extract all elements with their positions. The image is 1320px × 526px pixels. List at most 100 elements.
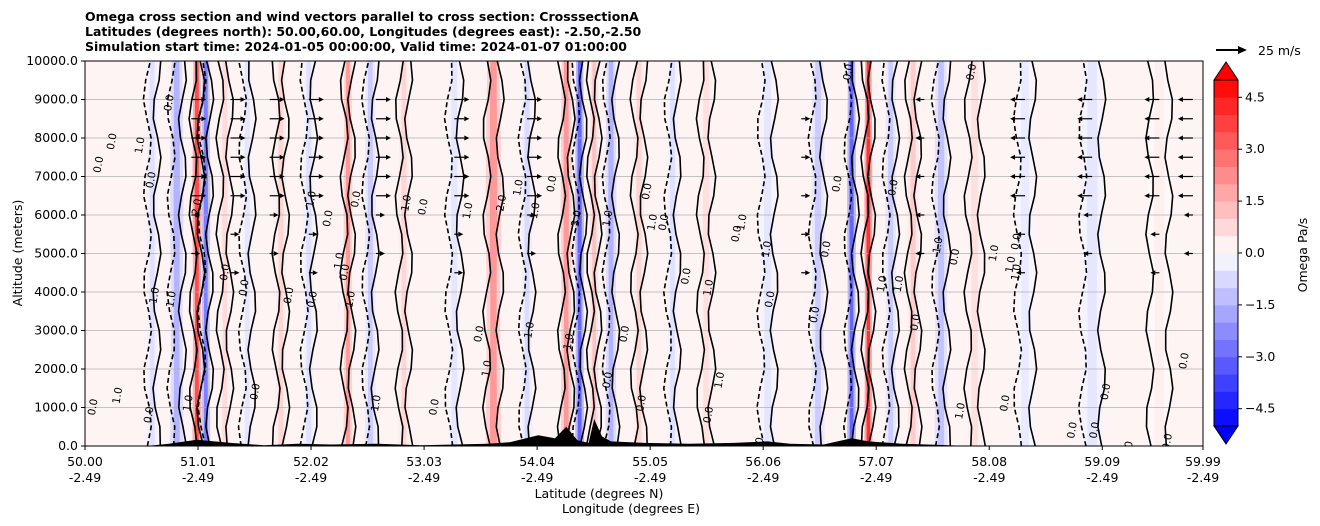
- terrain-silhouette: [85, 419, 1203, 446]
- colorbar-tick-label: 0.0: [1245, 245, 1265, 260]
- omega-contour-line: [1012, 61, 1023, 446]
- colorbar-extend-bottom: [1213, 425, 1239, 445]
- y-axis: 0.0 1000.0 2000.0 3000.0 4000.0 5000.0 6000.0 7…: [26, 53, 85, 453]
- x-tick-label-lat: 52.02: [293, 454, 329, 469]
- wind-vector-head: [318, 97, 324, 102]
- wind-vector-head: [318, 154, 324, 160]
- wind-vector-head: [1016, 231, 1022, 237]
- wind-vector-head: [537, 154, 543, 160]
- contour-label: 0.0: [1065, 421, 1080, 440]
- wind-vector-head: [1077, 154, 1083, 160]
- x-tick-label-lon: -2.49: [860, 470, 892, 485]
- quiver-key: 25 m/s: [1216, 43, 1301, 58]
- contour-label: 0.0: [763, 290, 778, 309]
- wind-vector-head: [1010, 116, 1016, 122]
- wind-vector-head: [234, 231, 240, 237]
- omega-contour-line: [197, 61, 207, 446]
- contour-label: 1.0: [601, 209, 616, 228]
- x-tick-label-lat: 59.09: [1084, 454, 1120, 469]
- wind-vector-head: [273, 212, 279, 218]
- wind-vector-head: [279, 116, 285, 122]
- wind-vector-head: [279, 174, 285, 179]
- omega-contour-line: [842, 61, 853, 446]
- omega-contour-line: [638, 61, 649, 446]
- wind-vector-head: [1010, 193, 1016, 199]
- wind-vector-head: [531, 212, 537, 218]
- colorbar-level: [1214, 201, 1238, 219]
- contour-label: 0.0: [282, 286, 297, 305]
- wind-vector-head: [279, 154, 285, 160]
- contour-label: 0.0: [830, 175, 845, 194]
- x-tick-label-lat: 53.03: [406, 454, 442, 469]
- omega-contour-line: [443, 61, 454, 446]
- omega-contour-line: [942, 61, 952, 446]
- omega-contour-line: [339, 61, 349, 446]
- omega-contour-line: [346, 61, 357, 446]
- omega-contour-line: [756, 61, 766, 446]
- omega-contour-line: [850, 61, 861, 446]
- colorbar-level: [1214, 97, 1238, 116]
- wind-vector-head: [1083, 212, 1089, 218]
- wind-vector-head: [201, 154, 207, 160]
- contour-label: 1.0: [164, 290, 179, 309]
- chart-title-line-1: Omega cross section and wind vectors par…: [85, 9, 639, 24]
- contour-label: 1.0: [1009, 263, 1024, 282]
- wind-vector-head: [1010, 174, 1016, 179]
- omega-contour-line: [224, 61, 235, 446]
- wind-vector-head: [1144, 135, 1150, 141]
- contour-label: 1.0: [987, 244, 1002, 263]
- wind-vector-head: [805, 231, 811, 237]
- colorbar-level: [1214, 304, 1238, 323]
- omega-contour-line: [672, 61, 682, 446]
- x-tick-label-lon: -2.49: [634, 470, 666, 485]
- wind-vector-head: [1177, 97, 1183, 102]
- wind-vector-head: [201, 135, 207, 141]
- wind-vector-head: [1150, 231, 1156, 237]
- wind-vector-head: [1077, 135, 1083, 141]
- wind-vector-head: [915, 135, 921, 141]
- omega-contour-line: [593, 61, 603, 446]
- wind-vector-head: [318, 116, 324, 122]
- y-tick-label: 6000.0: [34, 207, 78, 222]
- omega-contour-line: [903, 61, 914, 446]
- wind-vector-head: [1177, 174, 1183, 179]
- x-tick-label-lon: -2.49: [69, 470, 101, 485]
- omega-contour-line: [629, 61, 640, 446]
- colorbar-tick-label: 4.5: [1245, 89, 1265, 104]
- omega-contour-line: [881, 61, 891, 446]
- contour-label: 0.0: [142, 406, 157, 425]
- wind-vector-head: [1010, 97, 1016, 102]
- colorbar-level: [1214, 80, 1238, 98]
- contour-label: 1.0: [369, 394, 384, 413]
- wind-vector-head: [201, 97, 207, 102]
- omega-contour-line: [403, 61, 414, 446]
- x-tick-label-lon: -2.49: [747, 470, 779, 485]
- contour-label: 0.0: [886, 178, 901, 197]
- x-tick-label-lat: 55.05: [632, 454, 668, 469]
- wind-vector-head: [464, 116, 470, 122]
- x-tick-label-lat: 54.04: [519, 454, 555, 469]
- x-tick-label-lat: 58.08: [971, 454, 1007, 469]
- wind-vector-head: [240, 135, 246, 141]
- omega-contour-line: [1028, 61, 1038, 446]
- colorbar-tick-label: 1.5: [1245, 193, 1265, 208]
- contour-label: 0.0: [601, 371, 616, 390]
- omega-contour-line: [308, 61, 319, 446]
- colorbar-level: [1214, 322, 1238, 340]
- contour-label: 0.0: [701, 406, 716, 425]
- wind-vector-head: [1077, 116, 1083, 122]
- contour-label: 0.0: [416, 198, 431, 217]
- omega-contour-line: [481, 61, 492, 446]
- contour-label: 0.0: [144, 171, 159, 190]
- wind-vector-head: [379, 212, 385, 218]
- omega-contour-line: [280, 61, 291, 446]
- wind-vector-head: [379, 251, 385, 256]
- omega-contour-line: [166, 61, 176, 446]
- colorbar-level: [1214, 287, 1238, 306]
- contour-label: 0.0: [305, 290, 320, 309]
- colorbar-level: [1214, 166, 1238, 185]
- contour-label: 0.0: [657, 213, 672, 232]
- wind-vector-head: [273, 251, 279, 256]
- wind-vector-head: [279, 97, 285, 102]
